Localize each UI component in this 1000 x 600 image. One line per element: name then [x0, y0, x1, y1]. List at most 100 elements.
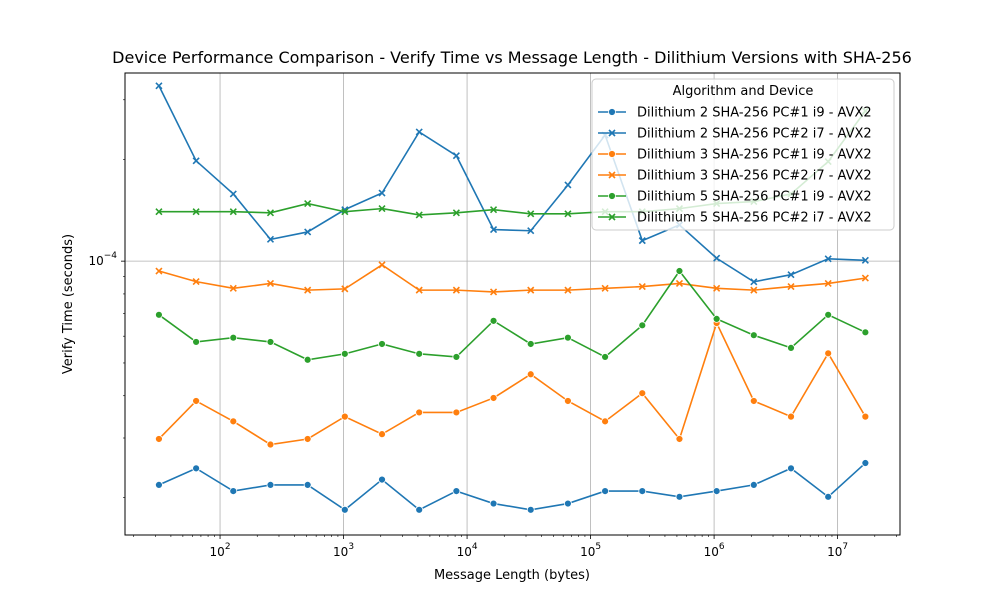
data-point — [415, 408, 424, 417]
legend-entry: Dilithium 5 SHA-256 PC#1 i9 - AVX2 — [598, 190, 872, 205]
data-point — [527, 210, 535, 218]
data-point — [229, 284, 237, 292]
data-point — [749, 481, 758, 489]
legend-swatch-marker — [608, 192, 616, 200]
data-point — [266, 481, 275, 489]
data-point — [378, 189, 386, 197]
data-point — [750, 278, 758, 286]
data-point — [155, 481, 163, 489]
data-point — [340, 412, 349, 421]
data-point — [489, 499, 498, 508]
series-layer — [155, 82, 870, 514]
data-point — [415, 286, 423, 294]
data-point — [712, 487, 721, 495]
data-point — [861, 412, 870, 421]
x-tick-label: 102 — [210, 542, 231, 559]
x-tick-label: 103 — [333, 542, 354, 559]
x-tick-label: 107 — [827, 542, 848, 559]
data-point — [155, 82, 163, 90]
data-point — [452, 209, 460, 217]
legend-entry: Dilithium 3 SHA-256 PC#2 i7 - AVX2 — [598, 169, 872, 184]
series-4 — [155, 261, 869, 296]
data-point — [564, 210, 572, 218]
data-point — [824, 349, 833, 358]
data-point — [155, 310, 163, 319]
data-point — [229, 190, 237, 198]
legend-swatch-marker — [608, 129, 616, 137]
data-point — [192, 157, 200, 165]
data-point — [378, 261, 386, 269]
y-axis-label: Verify Time (seconds) — [61, 234, 76, 374]
data-point — [229, 333, 238, 342]
chart-title: Device Performance Comparison - Verify T… — [112, 48, 912, 67]
y-tick-label: 10−4 — [88, 251, 117, 268]
data-point — [675, 492, 684, 501]
legend-label: Dilithium 5 SHA-256 PC#1 i9 - AVX2 — [637, 190, 872, 205]
series-line — [158, 462, 866, 511]
series-2 — [155, 82, 869, 286]
data-point — [638, 389, 647, 398]
series-line — [158, 269, 866, 361]
data-point — [452, 408, 461, 417]
data-point — [787, 412, 795, 421]
data-point — [452, 487, 461, 495]
data-point — [489, 206, 498, 214]
series-1 — [155, 459, 870, 514]
data-point — [564, 499, 572, 508]
data-point — [266, 235, 275, 243]
legend-entries: Dilithium 2 SHA-256 PC#1 i9 - AVX2 Dilith… — [598, 106, 872, 226]
legend-swatch-marker — [608, 108, 616, 116]
data-point — [564, 397, 572, 405]
data-point — [527, 227, 535, 235]
data-point — [861, 256, 869, 264]
legend-label: Dilithium 2 SHA-256 PC#2 i7 - AVX2 — [637, 127, 872, 142]
data-point — [601, 284, 609, 292]
data-point — [304, 228, 312, 236]
data-point — [861, 274, 869, 282]
x-axis-label: Message Length (bytes) — [434, 568, 590, 583]
data-point — [526, 340, 535, 348]
series-5 — [155, 267, 870, 364]
legend: Algorithm and Device Dilithium 2 SHA-256… — [591, 78, 895, 231]
data-point — [192, 338, 201, 346]
data-point — [266, 209, 275, 217]
data-point — [304, 286, 312, 294]
data-point — [266, 440, 275, 449]
data-point — [415, 505, 424, 514]
data-point — [452, 286, 460, 294]
data-point — [638, 487, 647, 495]
data-point — [341, 208, 349, 216]
data-point — [489, 394, 498, 402]
data-point — [266, 279, 275, 288]
data-point — [192, 397, 201, 405]
legend-label: Dilithium 2 SHA-256 PC#1 i9 - AVX2 — [637, 106, 872, 121]
data-point — [713, 284, 721, 292]
data-point — [824, 310, 833, 319]
tick-layer: 102 103 104 105 106 107 10−4 — [88, 99, 897, 559]
data-point — [526, 505, 535, 514]
data-point — [192, 278, 200, 286]
data-point — [303, 355, 312, 364]
series-line — [158, 263, 866, 293]
data-point — [229, 487, 238, 495]
data-point — [787, 344, 795, 352]
data-point — [638, 283, 646, 291]
series-line — [158, 85, 866, 283]
x-tick-label: 104 — [457, 542, 478, 559]
legend-entry: Dilithium 2 SHA-256 PC#1 i9 - AVX2 — [598, 106, 872, 121]
series-line — [158, 320, 867, 446]
data-point — [489, 225, 498, 234]
data-point — [415, 349, 424, 358]
plot-frame — [124, 72, 901, 536]
data-point — [712, 314, 721, 323]
data-point — [564, 181, 572, 189]
data-point — [378, 205, 386, 213]
data-point — [601, 353, 609, 361]
data-point — [526, 370, 535, 379]
x-tick-label: 106 — [704, 542, 725, 559]
data-point — [266, 338, 275, 346]
x-tick-label: 105 — [580, 542, 601, 559]
data-point — [675, 267, 684, 275]
data-point — [340, 505, 349, 514]
